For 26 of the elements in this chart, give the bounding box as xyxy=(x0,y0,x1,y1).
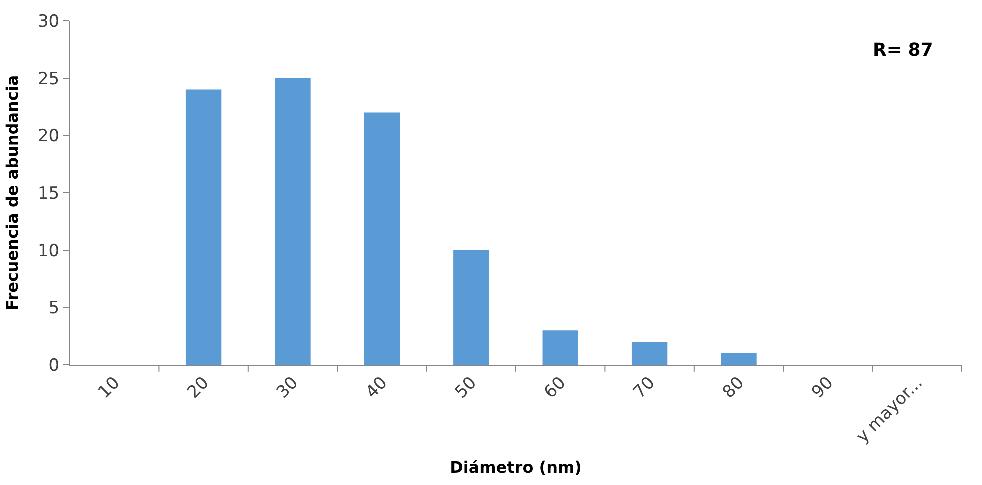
y-tick-label: 0 xyxy=(48,356,60,376)
y-tick-label: 30 xyxy=(38,12,60,32)
x-tick-label: 50 xyxy=(452,373,481,403)
y-tick-label: 20 xyxy=(38,126,60,147)
bar xyxy=(275,78,311,365)
y-tick-label: 25 xyxy=(38,69,60,90)
x-tick-label: 10 xyxy=(94,373,124,403)
y-tick-label: 5 xyxy=(48,298,60,319)
y-axis-title: Frecuencia de abundancia xyxy=(2,75,22,311)
x-tick-label: 90 xyxy=(808,373,838,403)
bar xyxy=(364,112,400,365)
x-axis-title: Diámetro (nm) xyxy=(450,458,582,477)
y-tick-label: 15 xyxy=(38,184,60,204)
bar xyxy=(542,330,578,365)
annotation: R= 87 xyxy=(873,40,934,61)
x-tick-label: 60 xyxy=(540,373,570,403)
x-tick-label: 80 xyxy=(719,373,749,403)
bar xyxy=(721,354,757,365)
bar xyxy=(632,342,668,365)
x-tick-label: 40 xyxy=(362,373,392,403)
x-tick-label: 30 xyxy=(273,373,303,403)
y-tick-label: 10 xyxy=(38,241,60,262)
x-tick-label: 20 xyxy=(184,373,214,403)
bar xyxy=(454,250,490,365)
x-tick-label: 70 xyxy=(630,373,660,403)
bar xyxy=(186,90,222,365)
